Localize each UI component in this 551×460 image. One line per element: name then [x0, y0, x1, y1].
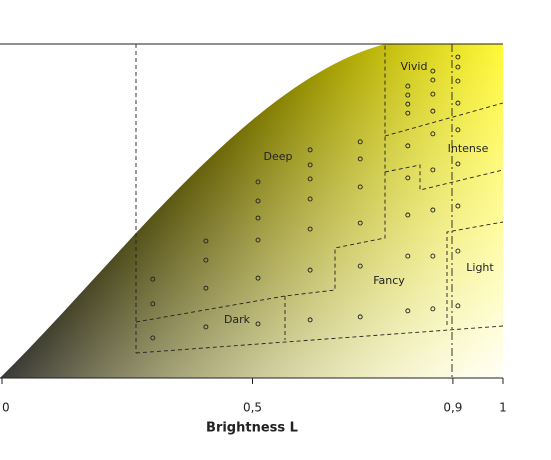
point	[405, 101, 411, 107]
region-label: Dark	[224, 313, 251, 326]
x-tick-label: 0	[2, 401, 10, 415]
point	[430, 207, 436, 213]
x-tick-label: 0,9	[443, 401, 462, 415]
region-label: Fancy	[373, 274, 405, 287]
point	[307, 267, 313, 273]
x-axis-label: Brightness L	[206, 421, 298, 436]
point	[455, 100, 461, 106]
point	[430, 306, 436, 312]
point	[455, 248, 461, 254]
point	[357, 220, 363, 226]
point	[307, 147, 313, 153]
point	[405, 110, 411, 116]
point	[455, 54, 461, 60]
point	[307, 317, 313, 323]
point	[357, 263, 363, 269]
point	[405, 253, 411, 259]
point	[430, 68, 436, 74]
point	[430, 91, 436, 97]
region-label: Deep	[264, 150, 293, 163]
region-label: Light	[466, 261, 494, 274]
point	[357, 314, 363, 320]
point	[357, 156, 363, 162]
x-tick-label: 0,5	[243, 401, 262, 415]
point	[150, 301, 156, 307]
point	[430, 77, 436, 83]
region-label: Intense	[448, 142, 489, 155]
point	[255, 237, 261, 243]
point	[455, 64, 461, 70]
point	[307, 226, 313, 232]
point	[430, 253, 436, 259]
point	[405, 308, 411, 314]
point	[405, 83, 411, 89]
point	[307, 196, 313, 202]
point	[357, 184, 363, 190]
point	[455, 303, 461, 309]
point	[150, 335, 156, 341]
point	[150, 276, 156, 282]
point	[255, 275, 261, 281]
point	[455, 127, 461, 133]
region-label: Vivid	[401, 60, 428, 73]
point	[405, 143, 411, 149]
point	[203, 324, 209, 330]
point	[203, 257, 209, 263]
point	[405, 175, 411, 181]
point	[203, 238, 209, 244]
point	[455, 203, 461, 209]
point	[307, 176, 313, 182]
point	[255, 321, 261, 327]
point	[307, 162, 313, 168]
point	[203, 285, 209, 291]
point	[455, 78, 461, 84]
point	[405, 92, 411, 98]
region-boundaries	[135, 44, 504, 378]
point	[357, 139, 363, 145]
point	[430, 108, 436, 114]
point	[255, 215, 261, 221]
gamut-area	[0, 44, 503, 378]
point	[430, 131, 436, 137]
point	[255, 179, 261, 185]
point	[405, 212, 411, 218]
point	[430, 167, 436, 173]
point	[455, 161, 461, 167]
x-tick-label: 1	[499, 401, 507, 415]
point	[255, 198, 261, 204]
